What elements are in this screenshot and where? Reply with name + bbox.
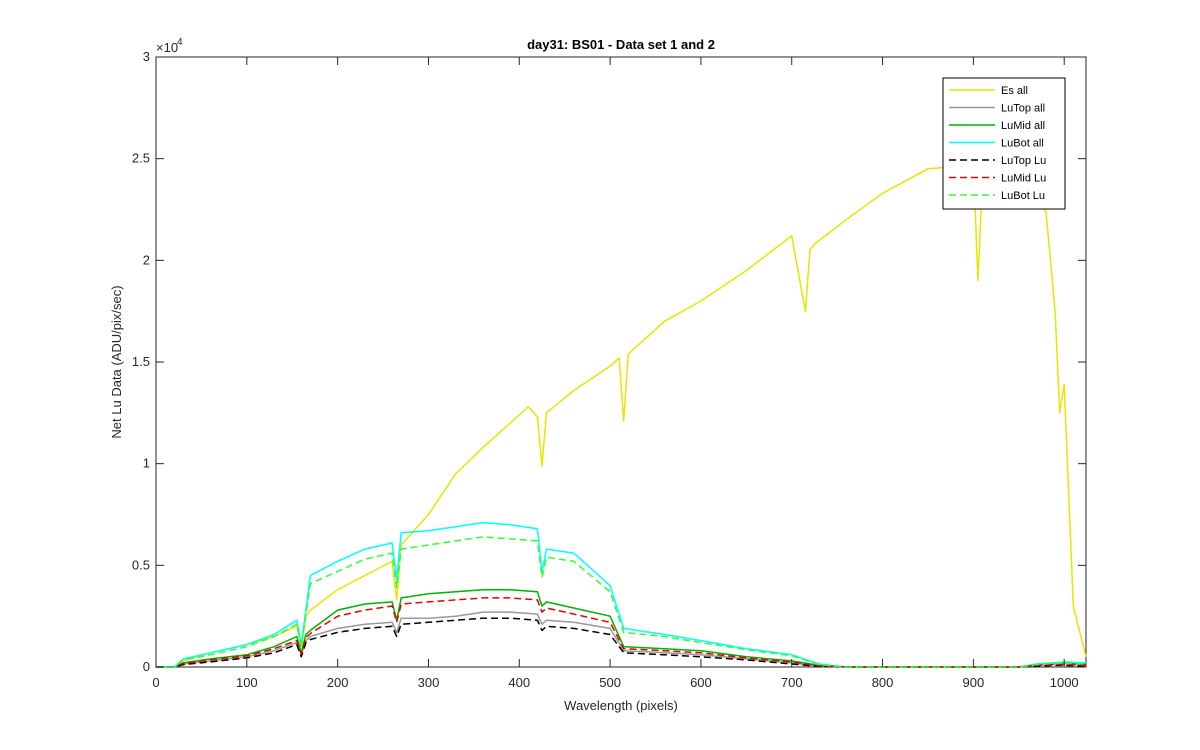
legend-label-1: Es all: [1001, 85, 1028, 97]
y-tick-label: 1.5: [132, 354, 150, 369]
y-tick-label: 0: [143, 659, 150, 674]
legend-label-6: LuMid Lu: [1001, 173, 1046, 185]
x-axis-ticks: 0 100 200 300 400 500 600 700 800 900 1000: [152, 57, 1079, 690]
x-tick-label: 600: [690, 675, 712, 690]
x-tick-label: 400: [508, 675, 530, 690]
x-tick-label: 200: [327, 675, 349, 690]
x-tick-label: 500: [599, 675, 621, 690]
x-tick-label: 1000: [1050, 675, 1079, 690]
y-exponent: ×10 4: [156, 37, 183, 55]
legend-label-7: LuBot Lu: [1001, 190, 1045, 202]
legend-label-4: LuBot all: [1001, 138, 1044, 150]
y-tick-label: 3: [143, 49, 150, 64]
legend-label-2: LuTop all: [1001, 103, 1045, 115]
y-exponent-power: 4: [177, 37, 183, 48]
series-line-5: [156, 617, 1087, 668]
legend-box: [942, 77, 1066, 210]
y-axis-ticks: 0 0.5 1 1.5 2 2.5 3: [132, 49, 1086, 674]
legend-label-5: LuTop Lu: [1001, 155, 1046, 167]
x-tick-label: 300: [418, 675, 440, 690]
x-tick-label: 700: [781, 675, 803, 690]
series-line-6: [156, 597, 1087, 668]
x-tick-label: 0: [152, 675, 159, 690]
y-tick-label: 2: [143, 252, 150, 267]
plot-area: [155, 56, 1087, 668]
x-axis-label: Wavelength (pixels): [564, 698, 678, 713]
legend-entries: Es all LuTop all LuMid all LuBot all LuTop L…: [949, 85, 1046, 202]
x-tick-label: 900: [963, 675, 985, 690]
y-tick-label: 2.5: [132, 151, 150, 166]
y-exponent-base: ×10: [156, 40, 178, 55]
legend: Es all LuTop all LuMid all LuBot all LuTop L…: [942, 77, 1066, 210]
y-axis-label: Net Lu Data (ADU/pix/sec): [109, 285, 124, 438]
y-tick-label: 1: [143, 456, 150, 471]
x-tick-label: 100: [236, 675, 258, 690]
series-layer: [156, 161, 1087, 668]
x-tick-label: 800: [872, 675, 894, 690]
chart-title: day31: BS01 - Data set 1 and 2: [527, 37, 715, 52]
y-tick-label: 0.5: [132, 557, 150, 572]
series-line-7: [156, 536, 1087, 668]
legend-label-3: LuMid all: [1001, 120, 1045, 132]
